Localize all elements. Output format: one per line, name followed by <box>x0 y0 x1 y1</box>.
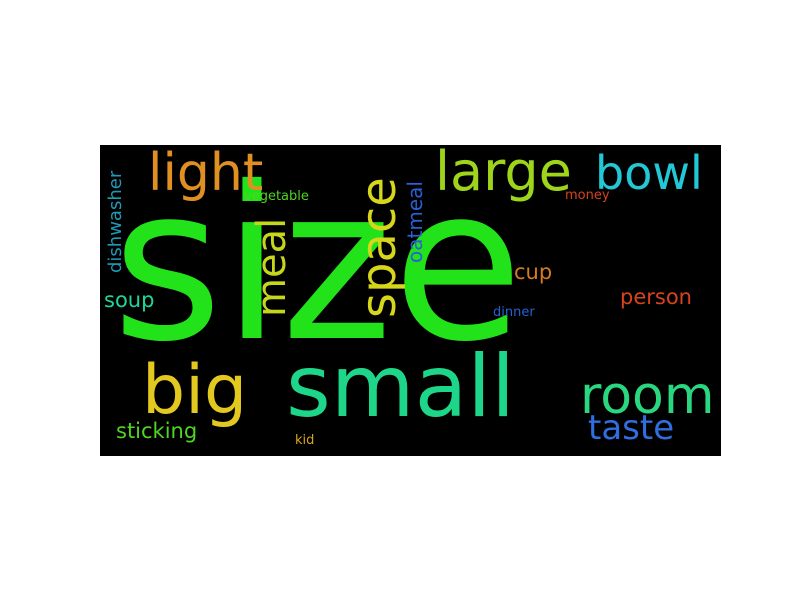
word-meal: meal <box>249 197 296 317</box>
word-dishwasher-text: dishwasher <box>105 170 126 273</box>
word-money: money <box>565 188 610 203</box>
word-space-text: space <box>351 177 407 318</box>
word-person: person <box>620 285 692 309</box>
word-size: size <box>112 145 524 388</box>
word-oatmeal: oatmeal <box>403 153 429 263</box>
word-big: big <box>142 351 248 430</box>
word-oatmeal-text: oatmeal <box>403 181 427 263</box>
word-room: room <box>580 366 715 426</box>
word-space: space <box>351 158 407 318</box>
word-dinner: dinner <box>493 305 535 320</box>
word-vegetable: vegetable <box>244 189 309 204</box>
word-taste: taste <box>588 408 675 448</box>
word-light: light <box>148 145 264 203</box>
word-cup: cup <box>514 260 553 284</box>
word-small: small <box>286 337 516 437</box>
word-meal-text: meal <box>249 217 295 317</box>
word-bowl: bowl <box>595 146 703 200</box>
word-cloud: size small big room light large bowl tas… <box>100 145 721 456</box>
word-kid: kid <box>295 433 315 448</box>
word-large: large <box>435 145 572 203</box>
word-dishwasher: dishwasher <box>105 149 129 273</box>
word-soup: soup <box>104 288 155 312</box>
word-sticking: sticking <box>116 419 198 443</box>
